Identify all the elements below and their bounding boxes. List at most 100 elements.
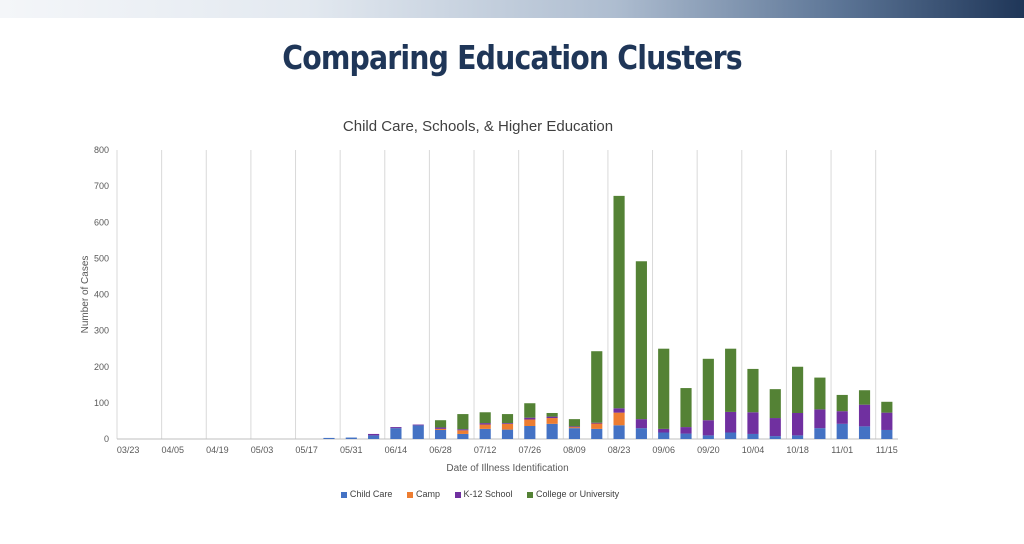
bar-child-care: [836, 423, 848, 439]
bar-k12-school: [457, 429, 469, 431]
y-tick-label: 400: [94, 290, 109, 300]
legend-item-college-or-university: College or University: [527, 489, 619, 499]
bar-k12-school: [390, 427, 402, 429]
legend-item-child-care: Child Care: [340, 489, 392, 499]
bar-camp: [479, 424, 491, 429]
legend-label: Camp: [415, 489, 440, 499]
bar-college-or-university: [635, 261, 647, 420]
bar-camp: [613, 412, 625, 426]
bar-child-care: [658, 432, 670, 439]
legend-label: College or University: [536, 489, 620, 499]
bar-child-care: [390, 428, 402, 439]
x-tick-label: 04/05: [162, 445, 185, 455]
bar-child-care: [479, 428, 491, 439]
bar-child-care: [368, 435, 380, 439]
bar-k12-school: [434, 427, 447, 429]
bar-k12-school: [725, 411, 737, 433]
bar-camp: [524, 419, 536, 426]
bar-k12-school: [881, 412, 893, 430]
bar-camp: [457, 430, 469, 434]
y-tick-label: 100: [94, 398, 109, 408]
x-tick-label: 10/04: [742, 445, 765, 455]
bar-k12-school: [747, 412, 759, 434]
x-tick-label: 05/17: [295, 445, 318, 455]
x-tick-label: 09/20: [697, 445, 720, 455]
bar-k12-school: [368, 433, 380, 436]
x-tick-label: 06/28: [429, 445, 452, 455]
bar-k12-school: [591, 422, 603, 424]
chart-title: Child Care, Schools, & Higher Education: [342, 118, 614, 135]
bar-k12-school: [546, 416, 558, 419]
bar-child-care: [591, 428, 603, 439]
bar-k12-school: [836, 411, 848, 424]
bar-k12-school: [501, 423, 514, 424]
bar-child-care: [434, 429, 447, 439]
legend-swatch: [340, 491, 347, 498]
x-tick-label: 09/06: [652, 445, 675, 455]
bar-k12-school: [769, 418, 781, 437]
bar-k12-school: [858, 404, 871, 427]
bar-child-care: [881, 429, 893, 439]
bar-child-care: [680, 433, 692, 439]
x-tick-label: 03/23: [117, 445, 140, 455]
bar-child-care: [546, 423, 558, 439]
bar-k12-school: [568, 426, 581, 428]
x-tick-label: 05/03: [251, 445, 274, 455]
bar-college-or-university: [613, 195, 625, 409]
bar-child-care: [613, 425, 625, 439]
bar-college-or-university: [591, 351, 603, 423]
bar-camp: [434, 428, 447, 430]
bar-college-or-university: [814, 377, 826, 410]
y-tick-label: 600: [94, 217, 109, 227]
bar-child-care: [814, 428, 826, 439]
x-tick-label: 08/09: [563, 445, 586, 455]
y-tick-label: 700: [94, 181, 109, 191]
bar-k12-school: [658, 428, 670, 433]
y-tick-label: 200: [94, 362, 109, 372]
bar-college-or-university: [792, 366, 804, 413]
bar-college-or-university: [769, 389, 781, 419]
bar-college-or-university: [568, 419, 581, 427]
bar-college-or-university: [501, 414, 514, 424]
bar-child-care: [747, 433, 759, 439]
bar-k12-school: [702, 420, 714, 436]
x-tick-label: 06/14: [385, 445, 408, 455]
bar-child-care: [858, 426, 871, 439]
chart-legend: Child Care Camp K-12 School College or U…: [0, 489, 960, 499]
bar-camp: [546, 418, 558, 424]
bar-k12-school: [814, 409, 826, 429]
bar-k12-school: [412, 424, 424, 426]
x-tick-label: 05/31: [340, 445, 363, 455]
x-tick-label: 11/01: [831, 445, 853, 455]
bar-college-or-university: [836, 394, 848, 412]
bar-k12-school: [524, 417, 536, 420]
bar-child-care: [501, 429, 514, 439]
bar-camp: [501, 423, 514, 430]
x-tick-label: 08/23: [608, 445, 631, 455]
bar-camp: [591, 423, 603, 429]
x-tick-label: 10/18: [786, 445, 809, 455]
bar-child-care: [702, 435, 714, 439]
x-axis-title: Date of Illness Identification: [446, 463, 568, 474]
legend-label: K-12 School: [463, 489, 513, 499]
bar-k12-school: [635, 419, 647, 429]
bar-k12-school: [792, 412, 804, 436]
bar-college-or-university: [858, 390, 871, 405]
bar-child-care: [524, 425, 536, 439]
bar-college-or-university: [457, 414, 469, 430]
legend-item-camp: Camp: [406, 489, 440, 499]
x-tick-label: 07/26: [519, 445, 542, 455]
bar-child-care: [457, 433, 469, 439]
x-tick-label: 04/19: [206, 445, 229, 455]
x-tick-label: 07/12: [474, 445, 497, 455]
bar-child-care: [725, 432, 737, 439]
bar-k12-school: [613, 408, 625, 413]
bar-camp: [568, 427, 581, 429]
legend-swatch: [454, 491, 461, 498]
bar-college-or-university: [702, 358, 714, 421]
bar-child-care: [412, 425, 424, 439]
bar-college-or-university: [680, 388, 692, 428]
bar-college-or-university: [434, 420, 447, 428]
legend-item-k12-school: K-12 School: [454, 489, 513, 499]
